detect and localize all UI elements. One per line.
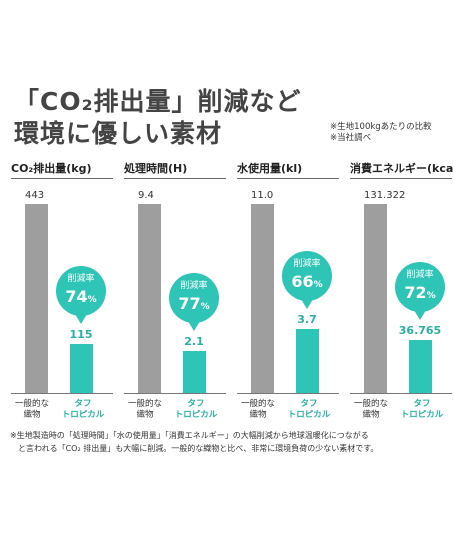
grey-bar-value: 11.0 <box>251 190 274 201</box>
bar-conventional <box>138 204 161 393</box>
reduction-percent: 77% <box>178 294 210 313</box>
reduction-bubble: 削減率 72% <box>395 262 445 320</box>
teal-bar-value: 2.1 <box>184 335 204 348</box>
chart-title: 消費エネルギー(kcal) <box>350 162 454 175</box>
reduction-label: 削減率 <box>293 259 321 269</box>
reduction-percent: 72% <box>404 283 436 302</box>
chart-2: 処理時間(H) 9.4 2.1 削減率 77% 一般的な 織物 タフ トロピカル <box>124 160 230 422</box>
chart-title-underline <box>237 178 339 179</box>
chart-title: 水使用量(kl) <box>237 162 303 175</box>
chart-4: 消費エネルギー(kcal) 131.322 36.765 削減率 72% 一般的な 織物 タフ… <box>350 160 454 422</box>
category-tough-tropical: タフ トロピカル <box>61 399 105 420</box>
chart-title-underline <box>350 178 452 179</box>
bar-conventional <box>25 204 48 393</box>
percent-sign: % <box>87 295 97 305</box>
category-conventional: 一般的な 織物 <box>240 399 275 420</box>
category-tough-tropical: タフ トロピカル <box>287 399 331 420</box>
chart-baseline <box>350 393 452 394</box>
reduction-bubble: 削減率 74% <box>56 266 106 324</box>
teal-bar-value: 115 <box>69 328 93 341</box>
category-conventional: 一般的な 織物 <box>14 399 49 420</box>
footnote-line1: ※生地製造時の「処理時間」「水の使用量」「消費エネルギー」の大幅削減から地球温暖… <box>10 431 369 440</box>
chart-title: 処理時間(H) <box>124 162 188 175</box>
category-tough-tropical: タフ トロピカル <box>174 399 218 420</box>
chart-title-underline <box>124 178 226 179</box>
percent-sign: % <box>313 280 323 290</box>
reduction-percent: 74% <box>65 287 97 306</box>
category-tough-tropical: タフ トロピカル <box>400 399 444 420</box>
percent-sign: % <box>200 302 210 312</box>
source-note: ※当社調べ <box>330 133 372 143</box>
footnote-line2: と言われる「CO₂ 排出量」も大幅に削減。一般的な織物と比べ、非常に環境負荷の少… <box>18 444 379 453</box>
chart-baseline <box>11 393 113 394</box>
page-title-line1: 「CO₂排出量」削減など <box>14 87 302 116</box>
chart-3: 水使用量(kl) 11.0 3.7 削減率 66% 一般的な 織物 タフ トロピカル <box>237 160 343 422</box>
chart-baseline <box>124 393 226 394</box>
comparison-basis-note: ※生地100kgあたりの比較 <box>330 122 432 132</box>
category-conventional: 一般的な 織物 <box>127 399 162 420</box>
percent-sign: % <box>426 291 436 301</box>
grey-bar-value: 131.322 <box>364 190 406 201</box>
bar-tough-tropical <box>183 351 206 393</box>
reduction-bubble: 削減率 77% <box>169 273 219 331</box>
bar-tough-tropical <box>70 344 93 393</box>
reduction-label: 削減率 <box>406 270 434 280</box>
grey-bar-value: 443 <box>25 190 45 201</box>
bar-conventional <box>364 204 387 393</box>
chart-title: CO₂排出量(kg) <box>11 162 92 175</box>
page-title-line2: 環境に優しい素材 <box>14 119 223 148</box>
chart-title-underline <box>11 178 113 179</box>
grey-bar-value: 9.4 <box>138 190 154 201</box>
chart-baseline <box>237 393 339 394</box>
bar-conventional <box>251 204 274 393</box>
reduction-label: 削減率 <box>180 281 208 291</box>
reduction-bubble: 削減率 66% <box>282 251 332 309</box>
teal-bar-value: 3.7 <box>297 313 317 326</box>
chart-1: CO₂排出量(kg) 443 115 削減率 74% 一般的な 織物 タフ トロピカル <box>11 160 117 422</box>
reduction-label: 削減率 <box>67 274 95 284</box>
category-conventional: 一般的な 織物 <box>353 399 388 420</box>
reduction-percent: 66% <box>291 272 323 291</box>
teal-bar-value: 36.765 <box>398 324 442 337</box>
bar-tough-tropical <box>296 329 319 393</box>
bar-tough-tropical <box>409 340 432 393</box>
